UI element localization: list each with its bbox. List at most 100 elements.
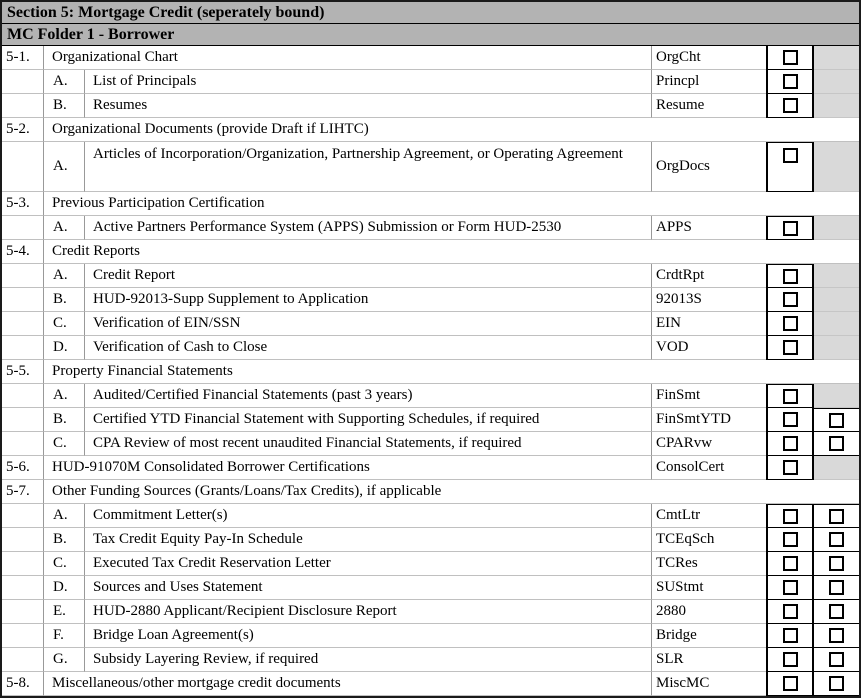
checkbox-CmtLtr[interactable] <box>782 508 798 524</box>
item-code: Bridge <box>652 624 766 648</box>
checkbox-SLR[interactable] <box>782 652 798 667</box>
item-letter: B. <box>44 288 85 312</box>
checkbox-cell-1 <box>766 504 814 528</box>
section-header: Section 5: Mortgage Credit (seperately b… <box>2 2 859 24</box>
shaded-cell <box>814 384 859 408</box>
checkbox-EIN[interactable] <box>782 316 798 331</box>
item-description: CPA Review of most recent unaudited Fina… <box>85 432 652 456</box>
item-code: EIN <box>652 312 766 336</box>
checkbox-FinSmt[interactable] <box>782 388 798 404</box>
checkbox-Bridge-2[interactable] <box>829 628 844 643</box>
item-description: HUD-91070M Consolidated Borrower Certifi… <box>44 456 652 480</box>
checkbox-92013S[interactable] <box>782 292 798 307</box>
checkbox-TCRes[interactable] <box>782 556 798 571</box>
item-number: 5-2. <box>2 118 44 142</box>
checkbox-cell-1 <box>766 432 814 456</box>
item-letter: A. <box>44 504 85 528</box>
item-code: ConsolCert <box>652 456 766 480</box>
checkbox-TCEqSch-2[interactable] <box>829 532 844 547</box>
checkbox-SLR-2[interactable] <box>829 652 844 667</box>
item-number: 5-8. <box>2 672 44 696</box>
group-title: Credit Reports <box>44 240 859 264</box>
checklist-row: C. CPA Review of most recent unaudited Fi… <box>2 432 859 456</box>
item-description: Commitment Letter(s) <box>85 504 652 528</box>
item-number <box>2 70 44 94</box>
checkbox-CPARvw-2[interactable] <box>829 436 844 451</box>
checkbox-2880-2[interactable] <box>829 604 844 619</box>
checkbox-cell-2 <box>814 408 859 432</box>
item-number: 5-7. <box>2 480 44 504</box>
checklist-row: E. HUD-2880 Applicant/Recipient Disclosur… <box>2 600 859 624</box>
checkbox-Resume[interactable] <box>782 98 798 113</box>
item-letter: B. <box>44 408 85 432</box>
checkbox-TCEqSch[interactable] <box>782 532 798 547</box>
checkbox-ConsolCert[interactable] <box>782 460 798 475</box>
item-description: Articles of Incorporation/Organization, … <box>85 142 652 192</box>
item-letter: C. <box>44 432 85 456</box>
checkbox-Princpl[interactable] <box>782 74 798 89</box>
item-description: Bridge Loan Agreement(s) <box>85 624 652 648</box>
shaded-cell <box>814 312 859 336</box>
checkbox-SUStmt[interactable] <box>782 580 798 595</box>
item-letter: F. <box>44 624 85 648</box>
checkbox-cell-1 <box>766 672 814 696</box>
checkbox-cell-2 <box>814 672 859 696</box>
checkbox-cell-1 <box>766 264 814 288</box>
checkbox-APPS[interactable] <box>782 220 798 236</box>
checkbox-cell-2 <box>814 648 859 672</box>
item-code: FinSmt <box>652 384 766 408</box>
item-code: Resume <box>652 94 766 118</box>
item-description: List of Principals <box>85 70 652 94</box>
checkbox-VOD[interactable] <box>782 340 798 355</box>
checklist-row: A. Active Partners Performance System (AP… <box>2 216 859 240</box>
item-code: APPS <box>652 216 766 240</box>
shaded-cell <box>814 288 859 312</box>
checkbox-cell-1 <box>766 624 814 648</box>
checkbox-OrgCht[interactable] <box>782 50 798 65</box>
checklist-row: B. HUD-92013-Supp Supplement to Applicati… <box>2 288 859 312</box>
shaded-cell <box>814 46 859 70</box>
checklist-row: F. Bridge Loan Agreement(s) Bridge <box>2 624 859 648</box>
checkbox-Bridge[interactable] <box>782 628 798 643</box>
item-description: Resumes <box>85 94 652 118</box>
checkbox-cell-2 <box>814 504 859 528</box>
checkbox-MiscMC-2[interactable] <box>829 676 844 691</box>
checkbox-FinSmtYTD-2[interactable] <box>829 412 844 428</box>
item-letter: G. <box>44 648 85 672</box>
checkbox-CmtLtr-2[interactable] <box>829 508 844 524</box>
checklist-rows: 5-1. Organizational Chart OrgCht A. List of … <box>2 46 859 696</box>
checkbox-OrgDocs[interactable] <box>782 148 798 163</box>
group-row: 5-2. Organizational Documents (provide Dr… <box>2 118 859 142</box>
checkbox-CPARvw[interactable] <box>782 436 798 451</box>
checkbox-CrdtRpt[interactable] <box>782 268 798 284</box>
item-number <box>2 552 44 576</box>
folder-header: MC Folder 1 - Borrower <box>2 24 859 46</box>
checklist-row: B. Certified YTD Financial Statement with… <box>2 408 859 432</box>
checkbox-cell-1 <box>766 408 814 432</box>
item-code: OrgCht <box>652 46 766 70</box>
item-code: MiscMC <box>652 672 766 696</box>
checkbox-2880[interactable] <box>782 604 798 619</box>
item-description: Verification of Cash to Close <box>85 336 652 360</box>
checkbox-cell-1 <box>766 600 814 624</box>
item-letter: E. <box>44 600 85 624</box>
checklist-row: A. Audited/Certified Financial Statements… <box>2 384 859 408</box>
item-description: Verification of EIN/SSN <box>85 312 652 336</box>
checkbox-TCRes-2[interactable] <box>829 556 844 571</box>
checkbox-cell-2 <box>814 552 859 576</box>
item-number <box>2 528 44 552</box>
checkbox-FinSmtYTD[interactable] <box>782 412 798 427</box>
checkbox-cell-2 <box>814 528 859 552</box>
item-code: TCEqSch <box>652 528 766 552</box>
checkbox-SUStmt-2[interactable] <box>829 580 844 595</box>
shaded-cell <box>814 142 859 192</box>
item-letter: B. <box>44 94 85 118</box>
item-letter: A. <box>44 216 85 240</box>
item-description: HUD-92013-Supp Supplement to Application <box>85 288 652 312</box>
checkbox-cell-1 <box>766 94 814 118</box>
item-description: Sources and Uses Statement <box>85 576 652 600</box>
shaded-cell <box>814 336 859 360</box>
checkbox-cell-1 <box>766 552 814 576</box>
item-code: CmtLtr <box>652 504 766 528</box>
checkbox-MiscMC[interactable] <box>782 676 798 691</box>
